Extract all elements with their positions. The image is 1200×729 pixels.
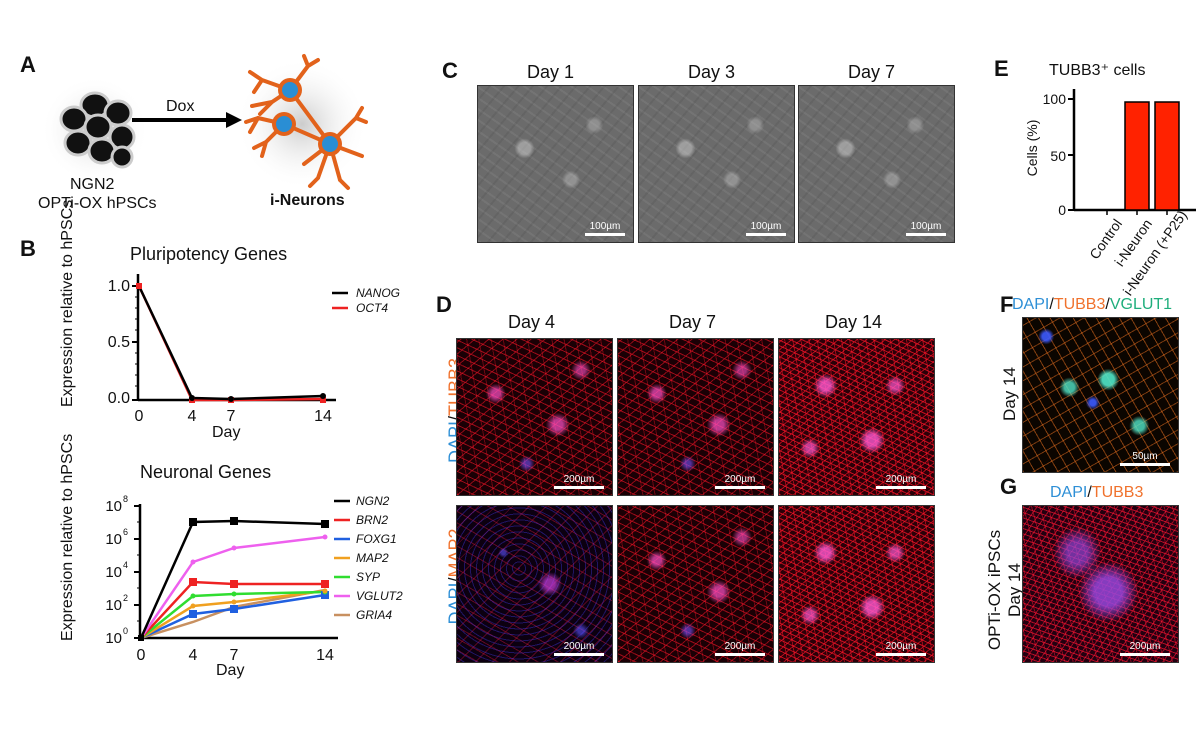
column-title-day4: Day 4 — [508, 312, 556, 332]
svg-text:2: 2 — [123, 593, 128, 603]
svg-text:10: 10 — [105, 498, 122, 515]
svg-text:14: 14 — [316, 647, 334, 664]
svg-text:1.0: 1.0 — [108, 278, 130, 295]
svg-text:4: 4 — [189, 647, 198, 664]
phase-day1-title: Day 1 — [527, 62, 575, 82]
panel-label-g: G — [1000, 474, 1018, 499]
panel-label-b: B — [20, 236, 36, 261]
legend-nanog: NANOG — [356, 286, 401, 300]
neuronal-x-axis-label: Day — [216, 662, 245, 679]
phase-contrast-image-day3: 100µm — [638, 85, 795, 243]
scale-bar: 200µm — [554, 641, 604, 656]
scale-bar: 200µm — [715, 641, 765, 656]
svg-text:0: 0 — [135, 408, 144, 425]
scale-bar: 200µm — [554, 474, 604, 489]
neuron-illustration — [232, 52, 372, 192]
svg-text:4: 4 — [188, 408, 197, 425]
svg-text:10: 10 — [105, 564, 122, 581]
map2-image-day7: 200µm — [617, 505, 774, 663]
map2-image-day14: 200µm — [778, 505, 935, 663]
scale-bar: 100µm — [906, 221, 946, 236]
legend-ngn2: NGN2 — [356, 494, 390, 508]
pluripotency-chart-title: Pluripotency Genes — [130, 244, 288, 264]
neuronal-y-axis-label: Expression relative to hPSCs — [59, 433, 76, 641]
scale-bar: 100µm — [746, 221, 786, 236]
svg-text:50: 50 — [1050, 148, 1066, 164]
legend-vglut2: VGLUT2 — [356, 589, 403, 603]
legend-brn2: BRN2 — [356, 513, 389, 527]
dox-label: Dox — [166, 98, 195, 115]
phase-contrast-image-day1: 100µm — [477, 85, 634, 243]
stem-cell-cluster-illustration — [40, 75, 150, 185]
optiox-ipsc-tubb3-image: 200µm — [1022, 505, 1179, 663]
neuronal-chart: 10 10 10 10 10 8 6 4 2 0 0 4 7 14 — [105, 494, 350, 664]
svg-text:0: 0 — [123, 626, 128, 636]
column-title-day14: Day 14 — [825, 312, 883, 332]
svg-text:100: 100 — [1043, 91, 1067, 107]
pluripotency-y-axis-label: Expression relative to hPSCs — [59, 199, 76, 407]
scale-bar: 200µm — [876, 474, 926, 489]
svg-text:8: 8 — [123, 494, 128, 504]
svg-text:7: 7 — [230, 647, 239, 664]
scale-bar: 200µm — [876, 641, 926, 656]
row-label-optiox-ipscs: OPTi-OX iPSCs Day 14 — [985, 529, 1024, 651]
svg-text:10: 10 — [105, 531, 122, 548]
tubb3-bar-chart: 100 50 0 — [1043, 89, 1196, 218]
phase-day7-title: Day 7 — [848, 62, 896, 82]
panel-label-d: D — [436, 292, 452, 317]
vglut1-image-day14: 50µm — [1022, 317, 1179, 473]
row-label-day14: Day 14 — [1000, 367, 1019, 421]
legend-foxg1: FOXG1 — [356, 532, 397, 546]
hpsc-label-line1: NGN2 — [70, 176, 115, 193]
map2-image-day4: 200µm — [456, 505, 613, 663]
scale-bar: 100µm — [585, 221, 625, 236]
arrow-icon — [132, 112, 242, 128]
svg-text:4: 4 — [123, 560, 128, 570]
tubb3-image-day14: 200µm — [778, 338, 935, 496]
svg-text:0: 0 — [137, 647, 146, 664]
svg-text:6: 6 — [123, 527, 128, 537]
svg-text:0.0: 0.0 — [108, 390, 130, 407]
phase-contrast-image-day7: 100µm — [798, 85, 955, 243]
pluripotency-chart: 1.0 0.5 0.0 0 4 7 14 — [108, 274, 348, 425]
hpsc-label-line2: OPTi-OX hPSCs — [38, 195, 157, 212]
neuronal-chart-title: Neuronal Genes — [140, 462, 272, 482]
legend-oct4: OCT4 — [356, 301, 389, 315]
panel-label-a: A — [20, 52, 36, 77]
panel-label-f: F — [1000, 292, 1014, 317]
phase-day3-title: Day 3 — [688, 62, 736, 82]
legend-gria4: GRIA4 — [356, 608, 393, 622]
ineuron-label: i-Neurons — [270, 192, 345, 209]
svg-text:10: 10 — [105, 597, 122, 614]
scale-bar: 200µm — [1120, 641, 1170, 656]
tubb3-chart-title: TUBB3⁺ cells — [1049, 62, 1146, 79]
tubb3-image-day4: 200µm — [456, 338, 613, 496]
scale-bar: 200µm — [715, 474, 765, 489]
panel-label-e: E — [994, 56, 1009, 81]
svg-text:7: 7 — [227, 408, 236, 425]
tubb3-image-day7: 200µm — [617, 338, 774, 496]
column-title-day7: Day 7 — [669, 312, 717, 332]
panel-label-c: C — [442, 58, 458, 83]
svg-text:0: 0 — [1058, 202, 1066, 218]
svg-text:0.5: 0.5 — [108, 334, 130, 351]
legend-syp: SYP — [356, 570, 381, 584]
pluripotency-x-axis-label: Day — [212, 424, 241, 441]
g-stain-label: DAPI/TUBB3 — [1050, 484, 1144, 501]
svg-text:14: 14 — [314, 408, 332, 425]
svg-text:10: 10 — [105, 630, 122, 647]
scale-bar: 50µm — [1120, 451, 1170, 466]
vglut1-stain-label: DAPI/TUBB3/VGLUT1 — [1012, 296, 1173, 313]
legend-map2: MAP2 — [356, 551, 389, 565]
